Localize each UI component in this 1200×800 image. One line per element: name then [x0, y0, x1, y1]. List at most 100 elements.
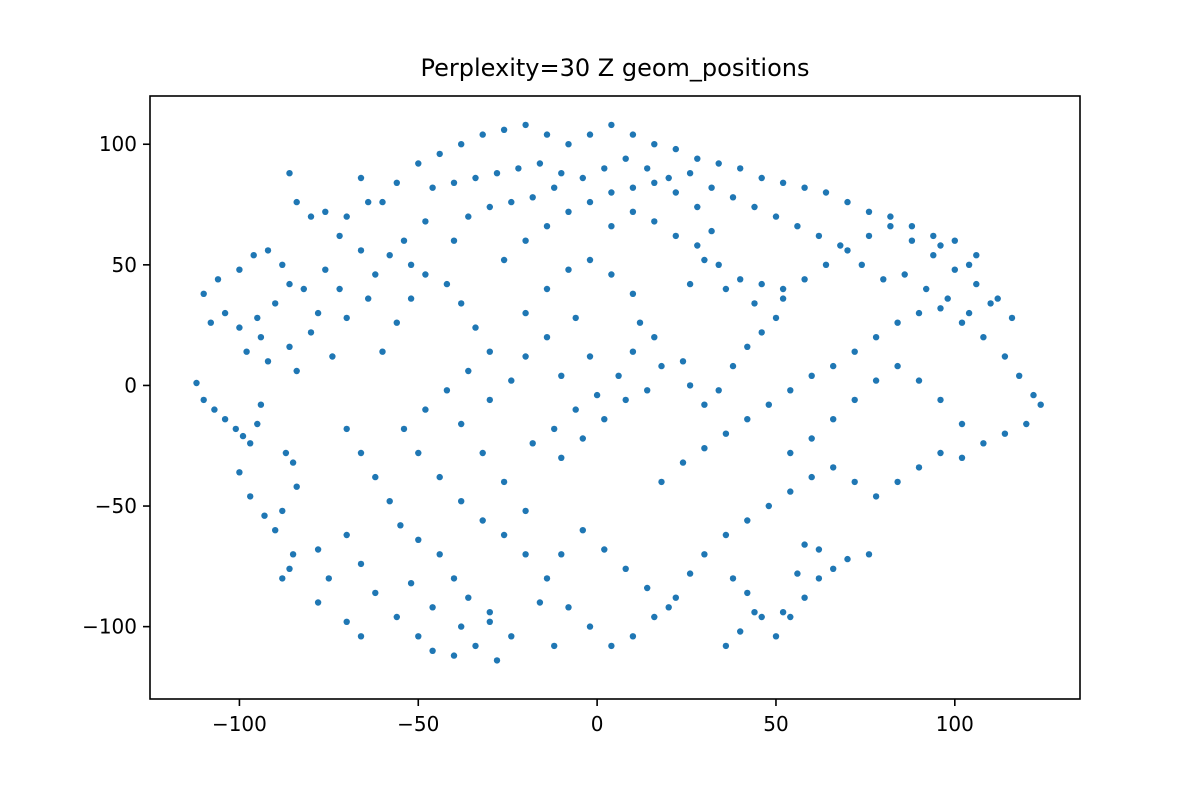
- y-axis: −100 −50 0 50 100: [82, 132, 150, 639]
- data-point: [415, 449, 422, 457]
- data-point: [872, 493, 880, 500]
- data-point: [565, 141, 572, 148]
- data-point: [232, 425, 239, 433]
- y-tick-label: −50: [95, 494, 137, 518]
- data-point: [744, 589, 751, 597]
- data-point: [729, 194, 737, 201]
- data-point: [973, 280, 980, 288]
- data-point: [830, 464, 837, 471]
- data-point: [751, 203, 758, 211]
- data-point: [944, 295, 951, 302]
- data-point: [393, 613, 400, 621]
- data-point: [429, 184, 436, 191]
- data-point: [536, 599, 544, 606]
- y-tick-label: 100: [99, 132, 137, 156]
- data-point: [572, 406, 579, 413]
- data-point: [479, 517, 486, 524]
- data-point: [322, 208, 329, 215]
- data-point: [207, 319, 214, 326]
- data-point: [865, 208, 873, 215]
- data-point: [629, 184, 637, 191]
- data-point: [400, 425, 408, 433]
- data-point: [282, 449, 290, 457]
- data-point: [272, 527, 279, 534]
- data-point: [543, 131, 551, 138]
- data-point: [465, 594, 472, 601]
- data-point: [586, 198, 594, 206]
- data-point: [615, 372, 622, 379]
- data-point: [915, 377, 923, 384]
- data-point: [336, 232, 343, 240]
- data-point: [500, 126, 508, 133]
- data-point: [801, 184, 808, 191]
- data-point: [386, 498, 393, 505]
- data-point: [629, 290, 637, 297]
- data-point: [422, 406, 429, 413]
- data-point: [729, 575, 737, 582]
- data-point: [937, 396, 944, 404]
- data-point: [236, 266, 243, 273]
- data-point: [443, 387, 451, 394]
- data-point: [293, 483, 300, 490]
- data-point: [415, 536, 422, 543]
- data-point: [393, 179, 400, 186]
- data-point: [815, 232, 823, 240]
- data-point: [379, 348, 386, 355]
- data-point: [758, 329, 765, 336]
- data-point: [980, 440, 987, 447]
- data-point: [822, 189, 830, 196]
- data-point: [794, 223, 801, 230]
- data-point: [694, 155, 701, 162]
- data-point: [601, 546, 608, 553]
- data-point: [450, 575, 458, 582]
- data-point: [372, 271, 379, 278]
- data-point: [629, 633, 637, 640]
- data-point: [644, 165, 651, 172]
- data-point: [543, 285, 551, 293]
- data-point: [221, 416, 229, 423]
- data-point: [601, 165, 608, 172]
- data-point: [937, 305, 944, 312]
- data-point: [758, 174, 765, 182]
- data-point: [901, 271, 908, 278]
- data-point: [894, 319, 901, 326]
- data-point: [737, 276, 744, 283]
- data-point: [565, 604, 572, 611]
- data-point: [651, 218, 658, 225]
- data-point: [264, 358, 272, 365]
- data-point: [508, 377, 515, 384]
- data-point: [822, 261, 830, 268]
- data-point: [915, 464, 923, 471]
- data-point: [586, 256, 594, 264]
- data-point: [393, 319, 400, 326]
- data-point: [211, 406, 218, 413]
- x-tick-label: −100: [212, 712, 267, 736]
- data-point: [472, 642, 479, 650]
- data-point: [465, 367, 472, 375]
- data-point: [586, 623, 594, 630]
- data-point: [608, 271, 615, 278]
- data-point: [880, 276, 887, 283]
- data-point: [343, 314, 350, 322]
- data-point: [779, 295, 787, 302]
- data-point: [429, 604, 436, 611]
- data-point: [751, 609, 758, 616]
- data-point: [951, 266, 958, 273]
- data-point: [923, 285, 930, 293]
- data-point: [722, 531, 730, 539]
- data-point: [436, 551, 443, 558]
- data-point: [965, 261, 973, 268]
- data-point: [365, 295, 372, 302]
- data-point: [293, 198, 300, 206]
- data-point: [701, 445, 708, 452]
- data-point: [794, 570, 801, 577]
- data-point: [686, 280, 694, 288]
- data-point: [254, 420, 261, 428]
- data-point: [407, 261, 415, 268]
- data-point: [357, 449, 365, 457]
- data-point: [239, 432, 247, 440]
- data-point: [658, 362, 665, 370]
- data-point: [679, 459, 687, 466]
- data-point: [808, 435, 815, 442]
- data-point: [522, 237, 529, 244]
